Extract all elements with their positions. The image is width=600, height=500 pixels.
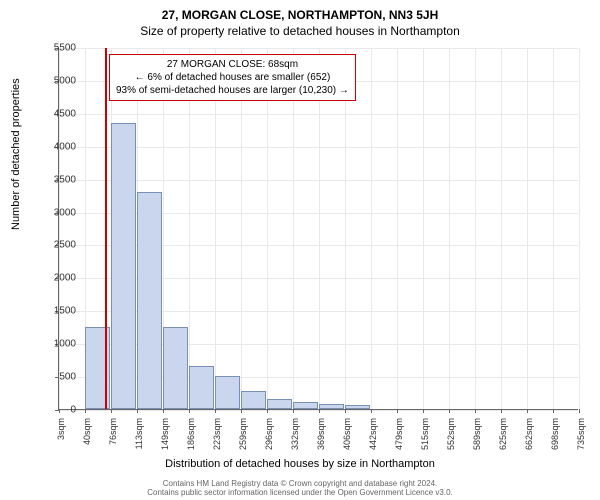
- xtick-mark: [527, 409, 528, 413]
- histogram-bar: [267, 399, 292, 409]
- xtick-mark: [163, 409, 164, 413]
- xtick-mark: [189, 409, 190, 413]
- ytick-label: 2500: [54, 240, 76, 251]
- xtick-label: 369sqm: [316, 418, 326, 458]
- xtick-label: 186sqm: [186, 418, 196, 458]
- ytick-label: 3500: [54, 174, 76, 185]
- xtick-mark: [371, 409, 372, 413]
- xtick-label: 40sqm: [82, 418, 92, 458]
- chart-title-address: 27, MORGAN CLOSE, NORTHAMPTON, NN3 5JH: [0, 0, 600, 22]
- xtick-mark: [293, 409, 294, 413]
- grid-line-v: [527, 48, 528, 409]
- xtick-label: 3sqm: [56, 418, 66, 458]
- xtick-mark: [111, 409, 112, 413]
- ytick-label: 4000: [54, 141, 76, 152]
- xtick-mark: [501, 409, 502, 413]
- xtick-label: 296sqm: [264, 418, 274, 458]
- xtick-label: 479sqm: [394, 418, 404, 458]
- histogram-bar: [111, 123, 136, 409]
- xtick-label: 625sqm: [498, 418, 508, 458]
- xtick-label: 113sqm: [134, 418, 144, 458]
- xtick-label: 662sqm: [524, 418, 534, 458]
- xtick-mark: [59, 409, 60, 413]
- grid-line-v: [345, 48, 346, 409]
- annotation-box: 27 MORGAN CLOSE: 68sqm ← 6% of detached …: [109, 54, 356, 101]
- grid-line-v: [241, 48, 242, 409]
- grid-line-v: [501, 48, 502, 409]
- grid-line-v: [215, 48, 216, 409]
- xtick-mark: [449, 409, 450, 413]
- xtick-mark: [267, 409, 268, 413]
- xtick-label: 552sqm: [446, 418, 456, 458]
- histogram-bar: [163, 327, 188, 409]
- ytick-label: 4500: [54, 108, 76, 119]
- chart-container: 27, MORGAN CLOSE, NORTHAMPTON, NN3 5JH S…: [0, 0, 600, 500]
- ytick-label: 1000: [54, 339, 76, 350]
- xtick-label: 332sqm: [290, 418, 300, 458]
- xtick-label: 698sqm: [550, 418, 560, 458]
- y-axis-label: Number of detached properties: [10, 78, 22, 230]
- histogram-bar: [137, 192, 162, 409]
- grid-line-v: [267, 48, 268, 409]
- footer-credits: Contains HM Land Registry data © Crown c…: [0, 479, 600, 498]
- histogram-bar: [189, 366, 214, 409]
- ytick-label: 1500: [54, 306, 76, 317]
- xtick-label: 259sqm: [238, 418, 248, 458]
- histogram-bar: [241, 391, 266, 409]
- xtick-label: 149sqm: [160, 418, 170, 458]
- ytick-label: 0: [70, 405, 76, 416]
- grid-line-v: [371, 48, 372, 409]
- ytick-label: 5000: [54, 75, 76, 86]
- xtick-mark: [345, 409, 346, 413]
- grid-line-v: [449, 48, 450, 409]
- ytick-label: 3000: [54, 207, 76, 218]
- xtick-mark: [215, 409, 216, 413]
- annotation-line1: 27 MORGAN CLOSE: 68sqm: [116, 58, 349, 71]
- x-axis-label: Distribution of detached houses by size …: [0, 458, 600, 470]
- xtick-label: 735sqm: [576, 418, 586, 458]
- grid-line-v: [423, 48, 424, 409]
- ytick-label: 2000: [54, 273, 76, 284]
- ytick-label: 500: [59, 372, 76, 383]
- grid-line-v: [579, 48, 580, 409]
- grid-line-v: [189, 48, 190, 409]
- histogram-bar: [293, 402, 318, 409]
- xtick-mark: [553, 409, 554, 413]
- footer-line2: Contains public sector information licen…: [0, 488, 600, 498]
- grid-line-v: [293, 48, 294, 409]
- histogram-bar: [215, 376, 240, 409]
- histogram-bar: [319, 404, 344, 409]
- xtick-mark: [579, 409, 580, 413]
- xtick-label: 76sqm: [108, 418, 118, 458]
- grid-line-v: [319, 48, 320, 409]
- grid-line-v: [475, 48, 476, 409]
- annotation-line3: 93% of semi-detached houses are larger (…: [116, 84, 349, 97]
- xtick-mark: [475, 409, 476, 413]
- xtick-mark: [423, 409, 424, 413]
- xtick-label: 223sqm: [212, 418, 222, 458]
- grid-line-v: [59, 48, 60, 409]
- xtick-mark: [137, 409, 138, 413]
- xtick-mark: [241, 409, 242, 413]
- grid-line-v: [397, 48, 398, 409]
- footer-line1: Contains HM Land Registry data © Crown c…: [0, 479, 600, 489]
- chart-subtitle: Size of property relative to detached ho…: [0, 22, 600, 38]
- xtick-label: 589sqm: [472, 418, 482, 458]
- histogram-bar: [345, 405, 370, 409]
- xtick-label: 442sqm: [368, 418, 378, 458]
- xtick-mark: [85, 409, 86, 413]
- xtick-label: 515sqm: [420, 418, 430, 458]
- xtick-mark: [319, 409, 320, 413]
- annotation-line2: ← 6% of detached houses are smaller (652…: [116, 71, 349, 84]
- plot-area: 27 MORGAN CLOSE: 68sqm ← 6% of detached …: [58, 48, 578, 410]
- grid-line-v: [553, 48, 554, 409]
- xtick-label: 406sqm: [342, 418, 352, 458]
- ytick-label: 5500: [54, 43, 76, 54]
- property-marker-line: [105, 48, 107, 409]
- xtick-mark: [397, 409, 398, 413]
